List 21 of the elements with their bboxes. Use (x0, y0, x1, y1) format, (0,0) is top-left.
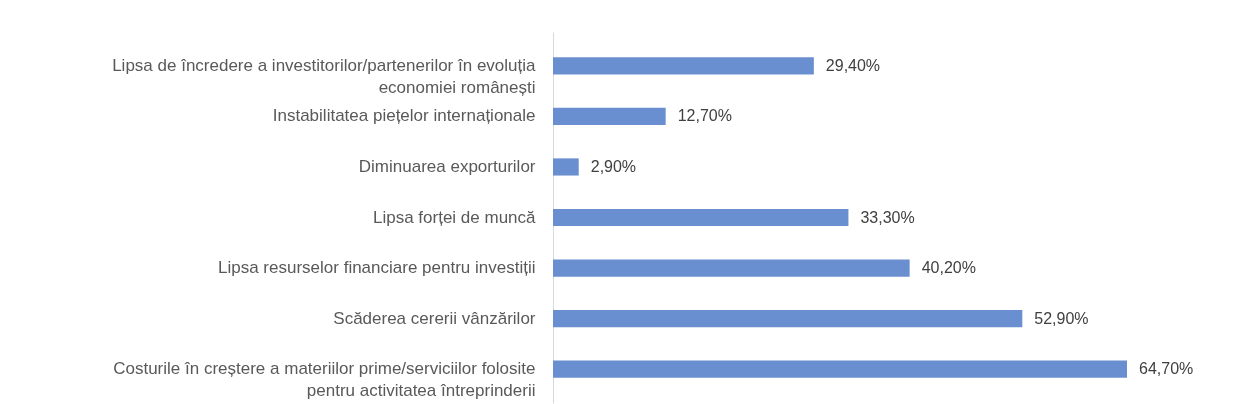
bar (553, 208, 849, 227)
bar (553, 360, 1127, 378)
bar (553, 107, 666, 125)
y-tick-label: Lipsa forței de muncă (372, 207, 537, 227)
y-tick-label: Lipsa resurselor financiare pentru investiții (218, 258, 536, 278)
data-label: 33,30% (860, 208, 915, 226)
y-tick-label: Diminuarea exporturilor (358, 156, 536, 176)
data-label: 29,40% (825, 56, 881, 74)
data-label: 12,70% (677, 107, 732, 125)
y-tick-label: Costurile în creștere a materiilor prime/serviciilor folosite pentru activitatea întreprinderii (113, 359, 536, 401)
bar (553, 158, 579, 176)
bar (553, 310, 1023, 328)
bar (553, 57, 814, 75)
y-tick-label: Scăderea cererii vânzărilor (333, 308, 536, 328)
data-label: 52,90% (1034, 309, 1089, 327)
data-label: 64,70% (1139, 360, 1194, 378)
y-tick-label: Lipsa de încredere a investitorilor/partenerilor în evoluția economiei românești (112, 55, 537, 97)
data-label: 2,90% (590, 157, 637, 175)
bar (553, 259, 910, 277)
data-label: 40,20% (921, 259, 976, 277)
y-tick-label: Instabilitatea piețelor internaționale (272, 106, 536, 126)
